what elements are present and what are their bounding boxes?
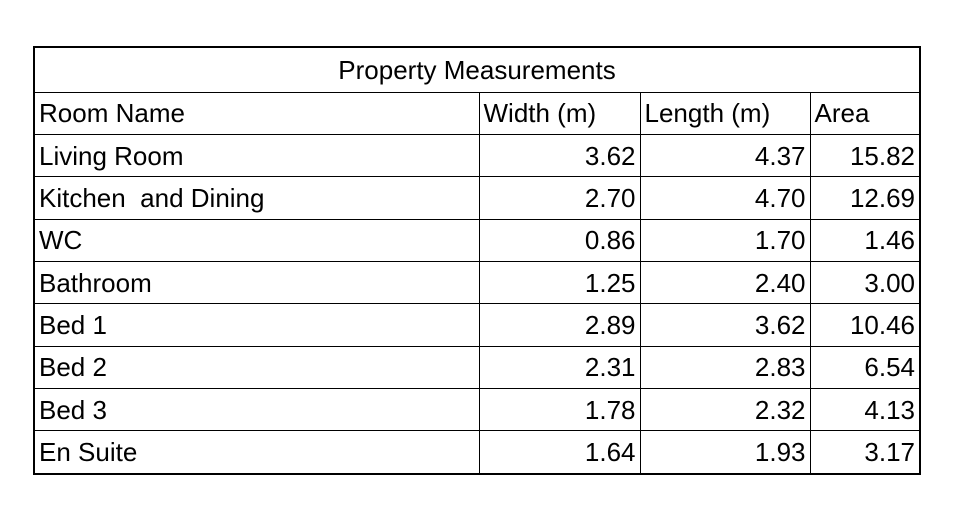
- length-cell: 4.37: [639, 134, 811, 178]
- width-cell: 1.64: [478, 430, 641, 473]
- area-cell: 3.17: [809, 430, 920, 473]
- header-length: Length (m): [639, 91, 811, 136]
- width-cell: 1.25: [478, 260, 641, 305]
- room-name-cell: En Suite: [35, 430, 480, 473]
- room-name-cell: Bed 3: [35, 387, 480, 432]
- measurements-grid: Property Measurements Room Name Width (m…: [35, 48, 920, 473]
- area-cell: 12.69: [809, 176, 920, 220]
- header-width: Width (m): [478, 91, 641, 136]
- width-cell: 2.89: [478, 303, 641, 347]
- area-cell: 4.13: [809, 387, 920, 432]
- width-cell: 2.70: [478, 176, 641, 220]
- area-cell: 10.46: [809, 303, 920, 347]
- table-row: WC 0.86 1.70 1.46: [35, 218, 920, 263]
- area-cell: 1.46: [809, 218, 920, 263]
- property-measurements-table: Property Measurements Room Name Width (m…: [33, 46, 921, 475]
- title-row: Property Measurements: [35, 48, 920, 93]
- area-cell: 6.54: [809, 345, 920, 389]
- room-name-cell: WC: [35, 218, 480, 263]
- width-cell: 2.31: [478, 345, 641, 389]
- table-row: Kitchen and Dining 2.70 4.70 12.69: [35, 176, 920, 220]
- width-cell: 3.62: [478, 134, 641, 178]
- room-name-cell: Kitchen and Dining: [35, 176, 480, 220]
- table-row: Bathroom 1.25 2.40 3.00: [35, 260, 920, 305]
- header-row: Room Name Width (m) Length (m) Area: [35, 91, 920, 136]
- length-cell: 2.83: [639, 345, 811, 389]
- area-cell: 15.82: [809, 134, 920, 178]
- area-cell: 3.00: [809, 260, 920, 305]
- width-cell: 1.78: [478, 387, 641, 432]
- length-cell: 2.32: [639, 387, 811, 432]
- width-cell: 0.86: [478, 218, 641, 263]
- room-name-cell: Bed 2: [35, 345, 480, 389]
- table-row: Bed 2 2.31 2.83 6.54: [35, 345, 920, 389]
- table-row: Bed 1 2.89 3.62 10.46: [35, 303, 920, 347]
- room-name-cell: Bathroom: [35, 260, 480, 305]
- length-cell: 1.70: [639, 218, 811, 263]
- length-cell: 3.62: [639, 303, 811, 347]
- header-room-name: Room Name: [35, 91, 480, 136]
- length-cell: 2.40: [639, 260, 811, 305]
- length-cell: 4.70: [639, 176, 811, 220]
- table-row: Bed 3 1.78 2.32 4.13: [35, 387, 920, 432]
- room-name-cell: Living Room: [35, 134, 480, 178]
- table-title: Property Measurements: [35, 48, 920, 93]
- length-cell: 1.93: [639, 430, 811, 473]
- header-area: Area: [809, 91, 920, 136]
- table-row: En Suite 1.64 1.93 3.17: [35, 430, 920, 473]
- table-row: Living Room 3.62 4.37 15.82: [35, 134, 920, 178]
- room-name-cell: Bed 1: [35, 303, 480, 347]
